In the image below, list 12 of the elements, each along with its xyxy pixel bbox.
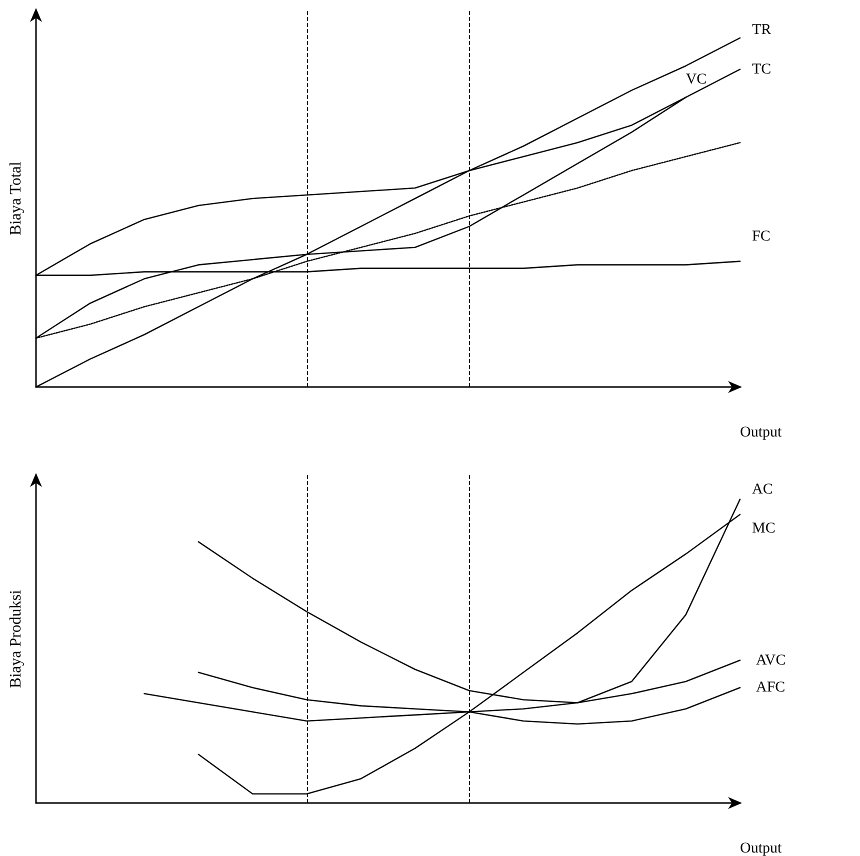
series-label: VC	[686, 71, 707, 88]
x-axis-title: Output	[740, 840, 782, 856]
y-axis-title: Biaya Total	[8, 161, 24, 236]
x-axis-title: Output	[740, 424, 782, 440]
series-label: AVC	[756, 652, 786, 668]
series-label: TC	[752, 61, 772, 78]
series-label: AC	[752, 481, 773, 498]
series-label: TR	[752, 22, 772, 38]
series-label: MC	[752, 520, 776, 536]
series-label: FC	[752, 228, 770, 244]
series-label: AFC	[756, 680, 786, 696]
y-axis-title: Biaya Produksi	[8, 589, 24, 688]
